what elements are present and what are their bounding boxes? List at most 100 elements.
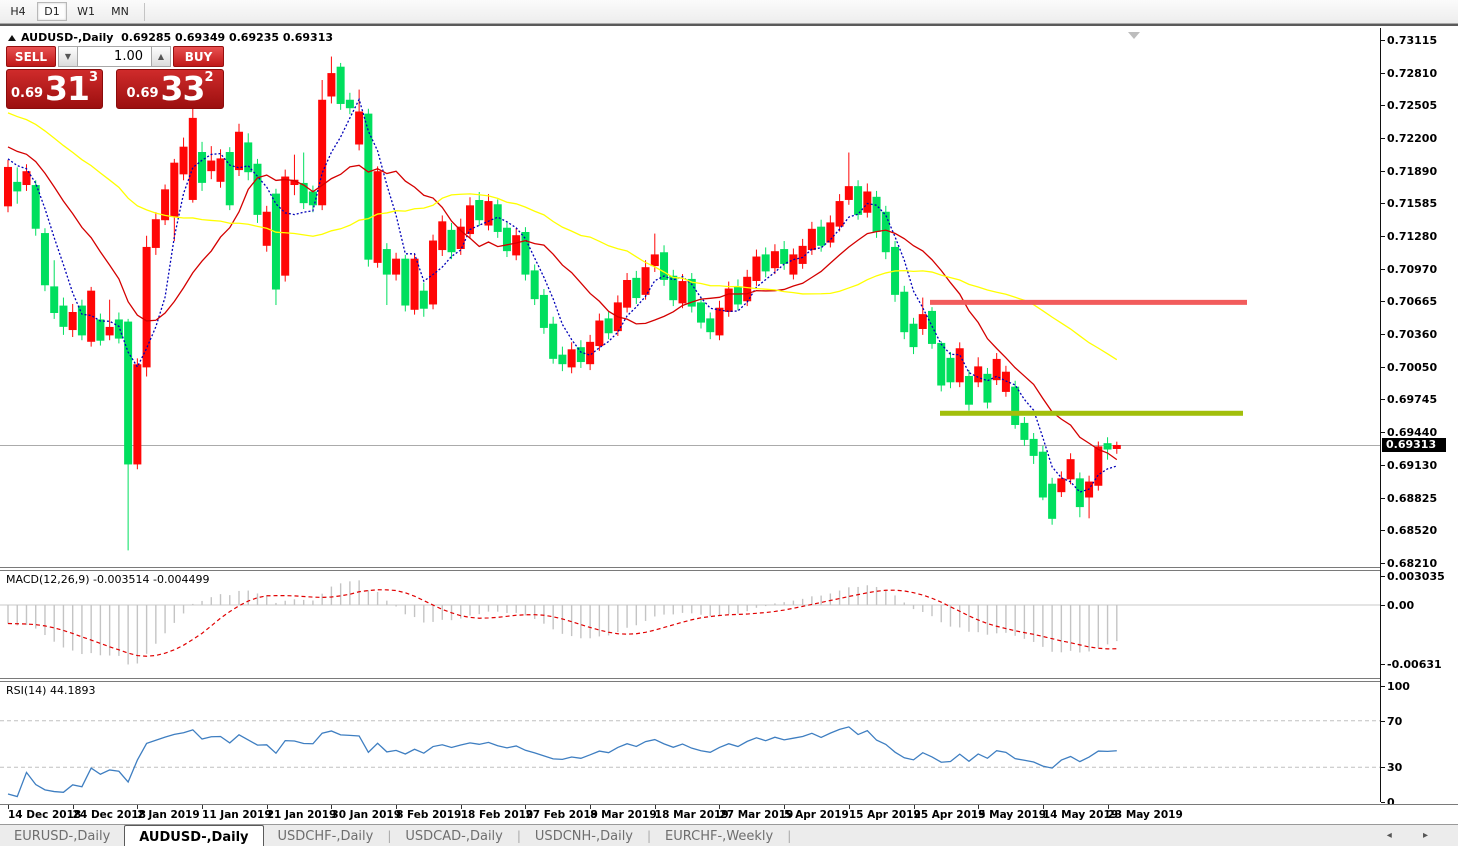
date-tick — [978, 805, 980, 809]
candle — [327, 56, 336, 104]
chart-tab-usdcnh[interactable]: USDCNH-,Daily — [534, 829, 633, 844]
candle — [623, 273, 632, 313]
candle — [946, 351, 955, 389]
date-tick — [137, 805, 139, 809]
timeframe-button-h4[interactable]: H4 — [10, 5, 26, 18]
candle — [780, 241, 789, 270]
price-tick — [1381, 465, 1385, 466]
pane-splitter[interactable] — [0, 567, 1458, 571]
candle — [345, 92, 354, 115]
collapse-triangle-icon[interactable] — [8, 35, 16, 41]
candle — [595, 313, 604, 351]
sell-price-button[interactable]: 0.69 31 3 — [6, 69, 103, 109]
candle — [59, 297, 68, 335]
rsi-axis-tick — [1381, 686, 1385, 687]
candle — [188, 102, 197, 203]
timeframe-button-mn[interactable]: MN — [111, 5, 129, 18]
hline-resistance[interactable] — [930, 299, 1247, 305]
chart-tab-audusd[interactable]: AUDUSD-,Daily — [124, 825, 264, 846]
rsi-label: RSI(14) 44.1893 — [6, 684, 96, 697]
price-tick — [1381, 72, 1385, 74]
candle — [96, 313, 105, 346]
date-label: 18 Feb 2019 — [460, 809, 534, 821]
date-tick — [460, 805, 462, 809]
price-tick-label: 0.72505 — [1387, 99, 1438, 113]
price-tick — [1381, 431, 1385, 433]
hline-support[interactable] — [940, 410, 1243, 416]
rsi-line — [7, 726, 1117, 798]
macd-label: MACD(12,26,9) -0.003514 -0.004499 — [6, 573, 210, 586]
timeframe-button-d1[interactable]: D1 — [37, 2, 67, 21]
rsi-canvas[interactable] — [0, 682, 1380, 802]
sell-price-pip: 3 — [88, 70, 99, 85]
sell-button[interactable]: SELL — [6, 46, 56, 67]
candle — [641, 260, 650, 300]
candle — [40, 228, 49, 292]
pane-splitter[interactable] — [0, 678, 1458, 682]
chart-tab-eurusd[interactable]: EURUSD-,Daily — [14, 829, 111, 844]
candle — [1066, 453, 1075, 485]
tab-scroll-arrows-icon[interactable]: ◂ ▸ — [1386, 830, 1442, 841]
candle — [530, 264, 539, 306]
macd-canvas[interactable] — [0, 571, 1380, 678]
rsi-axis-tick — [1381, 720, 1385, 722]
candle — [382, 243, 391, 306]
date-tick — [590, 805, 592, 809]
price-tick-label: 0.70360 — [1387, 327, 1438, 341]
rsi-axis-label: 70 — [1387, 714, 1403, 728]
buy-price-button[interactable]: 0.69 33 2 — [116, 69, 224, 109]
chart-tab-usdchf[interactable]: USDCHF-,Daily — [277, 829, 374, 844]
candle — [105, 299, 114, 341]
date-label: 5 May 2019 — [978, 809, 1047, 821]
candle — [854, 180, 863, 220]
price-axis[interactable]: 0.73115 0.72810 0.72505 0.72200 0.71890 0.715… — [1380, 28, 1458, 809]
candle — [909, 317, 918, 355]
candle — [336, 62, 345, 110]
price-tick-label: 0.68210 — [1387, 557, 1438, 571]
candle — [798, 238, 807, 269]
price-tick — [1381, 137, 1385, 139]
chart-shift-marker-icon[interactable] — [1128, 32, 1140, 39]
macd-axis-tick — [1381, 605, 1385, 606]
time-axis[interactable]: 14 Dec 2018 24 Dec 2018 2 Jan 2019 11 Jan 2… — [0, 804, 1458, 824]
candle — [502, 221, 511, 258]
price-tick-label: 0.71585 — [1387, 197, 1438, 211]
candle — [1085, 475, 1094, 519]
price-tick-label: 0.70665 — [1387, 295, 1438, 309]
candle — [401, 254, 410, 312]
volume-input[interactable] — [78, 46, 151, 67]
candle — [974, 357, 983, 388]
candle — [928, 307, 936, 349]
candle — [392, 252, 401, 281]
main-chart-canvas[interactable] — [0, 28, 1380, 567]
candle — [114, 312, 123, 344]
candle — [373, 166, 382, 268]
volume-decrease-button[interactable]: ▼ — [58, 46, 78, 67]
candle — [410, 253, 419, 315]
price-tick-label: 0.70050 — [1387, 360, 1438, 374]
candle — [142, 235, 151, 377]
candle — [216, 149, 225, 188]
price-tick-label: 0.73115 — [1387, 34, 1438, 47]
chart-tab-usdcad[interactable]: USDCAD-,Daily — [405, 829, 503, 844]
chart-title: AUDUSD-,Daily 0.69285 0.69349 0.69235 0.… — [8, 31, 333, 44]
buy-price-prefix: 0.69 — [126, 86, 159, 101]
price-tick — [1381, 203, 1385, 205]
candle — [170, 158, 179, 242]
date-tick — [1042, 805, 1044, 809]
date-label: 25 Apr 2019 — [913, 809, 986, 821]
candle — [983, 367, 992, 409]
buy-button[interactable]: BUY — [173, 46, 224, 67]
toolbar-separator — [144, 3, 145, 21]
chart-tab-eurchf[interactable]: EURCHF-,Weekly — [665, 829, 774, 844]
candle — [964, 370, 973, 411]
candle — [475, 191, 484, 227]
timeframe-button-w1[interactable]: W1 — [77, 5, 95, 18]
candle — [299, 152, 308, 210]
volume-increase-button[interactable]: ▲ — [151, 46, 171, 67]
buy-price-pip: 2 — [204, 70, 214, 85]
chart-window: AUDUSD-,Daily 0.69285 0.69349 0.69235 0.… — [0, 24, 1458, 846]
chart-title-symbol: AUDUSD-,Daily — [21, 31, 114, 44]
chart-title-ohlc: 0.69285 0.69349 0.69235 0.69313 — [121, 31, 334, 44]
